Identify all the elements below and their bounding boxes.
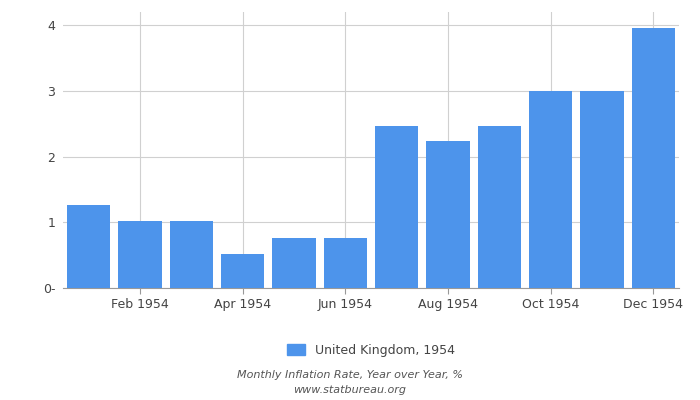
Bar bbox=[323, 238, 367, 288]
Bar bbox=[631, 28, 675, 288]
Legend: United Kingdom, 1954: United Kingdom, 1954 bbox=[286, 344, 456, 357]
Text: www.statbureau.org: www.statbureau.org bbox=[293, 385, 407, 395]
Bar bbox=[477, 126, 521, 288]
Bar bbox=[528, 91, 573, 288]
Bar bbox=[580, 91, 624, 288]
Bar bbox=[272, 238, 316, 288]
Bar bbox=[66, 204, 111, 288]
Bar bbox=[426, 141, 470, 288]
Bar bbox=[221, 254, 265, 288]
Bar bbox=[118, 221, 162, 288]
Bar bbox=[169, 221, 213, 288]
Bar bbox=[375, 126, 419, 288]
Text: Monthly Inflation Rate, Year over Year, %: Monthly Inflation Rate, Year over Year, … bbox=[237, 370, 463, 380]
